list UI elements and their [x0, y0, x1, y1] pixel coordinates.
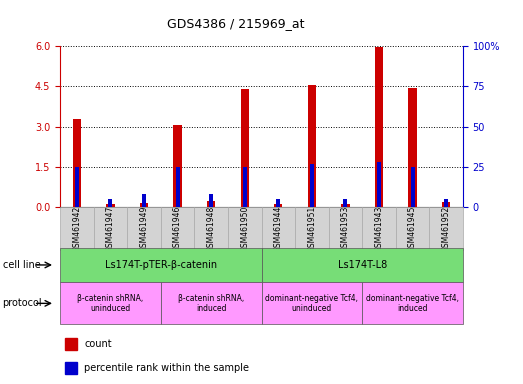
Text: dominant-negative Tcf4,
uninduced: dominant-negative Tcf4, uninduced: [265, 294, 358, 313]
Text: percentile rank within the sample: percentile rank within the sample: [84, 363, 249, 373]
Bar: [375, 47, 383, 207]
Bar: [65, 362, 77, 374]
Bar: [262, 282, 362, 324]
Bar: [444, 199, 448, 207]
Bar: [274, 204, 282, 207]
Bar: [295, 207, 328, 250]
Bar: [140, 204, 148, 207]
Bar: [228, 207, 262, 250]
Bar: [65, 338, 77, 350]
Bar: [243, 167, 247, 207]
Bar: [176, 167, 179, 207]
Bar: [75, 167, 79, 207]
Bar: [362, 207, 396, 250]
Text: GSM461953: GSM461953: [341, 205, 350, 252]
Bar: [310, 164, 314, 207]
Bar: [106, 204, 115, 207]
Text: GSM461945: GSM461945: [408, 205, 417, 252]
Bar: [60, 207, 94, 250]
Text: cell line: cell line: [3, 260, 40, 270]
Bar: [108, 199, 112, 207]
Bar: [60, 282, 161, 324]
Bar: [207, 200, 215, 207]
Bar: [411, 167, 415, 207]
Text: count: count: [84, 339, 112, 349]
Text: β-catenin shRNA,
uninduced: β-catenin shRNA, uninduced: [77, 294, 144, 313]
Text: GSM461949: GSM461949: [140, 205, 149, 252]
Bar: [308, 85, 316, 207]
Text: GSM461952: GSM461952: [441, 205, 451, 252]
Bar: [429, 207, 463, 250]
Text: dominant-negative Tcf4,
induced: dominant-negative Tcf4, induced: [366, 294, 459, 313]
Bar: [262, 207, 295, 250]
Text: GSM461951: GSM461951: [308, 205, 316, 252]
Bar: [344, 199, 347, 207]
Bar: [241, 89, 249, 207]
Text: Ls174T-pTER-β-catenin: Ls174T-pTER-β-catenin: [105, 260, 217, 270]
Bar: [408, 88, 417, 207]
Bar: [161, 207, 195, 250]
Text: Ls174T-L8: Ls174T-L8: [337, 260, 387, 270]
Bar: [262, 248, 463, 282]
Bar: [442, 202, 450, 207]
Bar: [174, 125, 182, 207]
Text: GSM461946: GSM461946: [173, 205, 182, 252]
Bar: [94, 207, 127, 250]
Bar: [396, 207, 429, 250]
Bar: [276, 199, 280, 207]
Text: GSM461950: GSM461950: [240, 205, 249, 252]
Bar: [142, 194, 146, 207]
Bar: [195, 207, 228, 250]
Bar: [127, 207, 161, 250]
Bar: [341, 204, 349, 207]
Text: GSM461944: GSM461944: [274, 205, 283, 252]
Text: GSM461947: GSM461947: [106, 205, 115, 252]
Bar: [60, 248, 262, 282]
Text: β-catenin shRNA,
induced: β-catenin shRNA, induced: [178, 294, 244, 313]
Text: GSM461943: GSM461943: [374, 205, 383, 252]
Bar: [328, 207, 362, 250]
Bar: [161, 282, 262, 324]
Text: protocol: protocol: [3, 298, 42, 308]
Bar: [209, 194, 213, 207]
Text: GSM461942: GSM461942: [72, 205, 82, 252]
Bar: [73, 119, 81, 207]
Bar: [362, 282, 463, 324]
Bar: [377, 162, 381, 207]
Text: GDS4386 / 215969_at: GDS4386 / 215969_at: [167, 17, 304, 30]
Text: GSM461948: GSM461948: [207, 205, 215, 252]
